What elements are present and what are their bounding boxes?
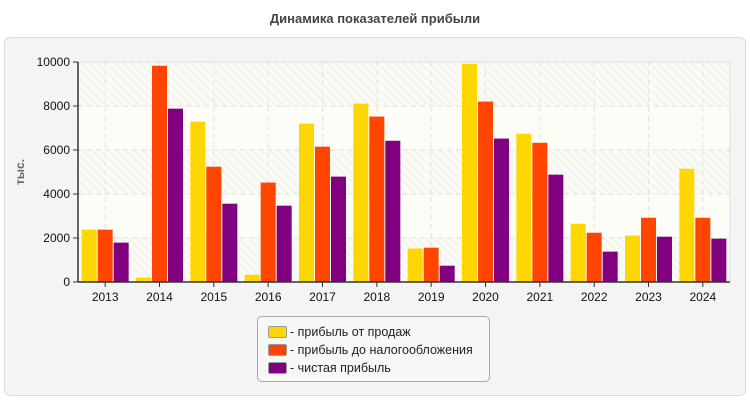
bar — [331, 176, 346, 282]
bar — [711, 238, 727, 282]
x-tick-label: 2015 — [200, 290, 227, 304]
bar — [244, 274, 260, 282]
legend-label: - прибыль до налогообложения — [290, 343, 473, 357]
grid-band — [78, 194, 730, 238]
y-tick-label: 4000 — [43, 187, 70, 201]
bar — [113, 242, 129, 282]
x-tick-label: 2021 — [526, 290, 553, 304]
legend-item: - прибыль до налогообложения — [268, 341, 489, 359]
y-tick-label: 10000 — [37, 55, 71, 69]
legend: - прибыль от продаж - прибыль до налогоо… — [257, 316, 490, 382]
grid-band — [78, 106, 730, 150]
bar — [97, 229, 113, 282]
y-tick-label: 6000 — [43, 143, 70, 157]
bar — [462, 63, 477, 283]
bar — [602, 251, 618, 282]
bar — [423, 247, 439, 282]
grid-band — [78, 238, 730, 282]
bar — [315, 146, 330, 282]
bar — [190, 121, 206, 283]
legend-swatch — [268, 326, 287, 338]
bar — [439, 265, 455, 282]
bar — [206, 166, 222, 282]
x-tick-label: 2014 — [146, 290, 173, 304]
bar — [641, 217, 656, 282]
bar — [168, 108, 183, 282]
bar — [478, 101, 493, 282]
bar — [136, 277, 151, 282]
bar — [695, 217, 711, 282]
bar — [532, 142, 548, 282]
bar — [260, 182, 276, 282]
bar — [276, 205, 292, 282]
x-tick-label: 2024 — [689, 290, 716, 304]
bar — [369, 116, 385, 282]
x-tick-label: 2016 — [255, 290, 282, 304]
bar — [407, 248, 423, 282]
x-tick-label: 2013 — [92, 290, 119, 304]
x-tick-label: 2022 — [581, 290, 608, 304]
bar — [385, 140, 401, 282]
x-tick-label: 2017 — [309, 290, 336, 304]
x-tick-label: 2020 — [472, 290, 499, 304]
bar — [152, 65, 167, 283]
legend-item: - прибыль от продаж — [268, 323, 489, 341]
grid-band — [78, 62, 730, 106]
y-tick-label: 8000 — [43, 99, 70, 113]
chart-title: Динамика показателей прибыли — [269, 11, 481, 26]
grid-band — [78, 150, 730, 194]
y-axis-label: тыс. — [13, 159, 27, 185]
bar — [548, 174, 564, 282]
x-tick-label: 2018 — [363, 290, 390, 304]
bar — [353, 103, 369, 282]
legend-swatch — [268, 362, 287, 374]
y-tick-label: 0 — [63, 275, 70, 289]
legend-item: - чистая прибыль — [268, 359, 489, 377]
legend-label: - чистая прибыль — [290, 361, 391, 375]
bar — [516, 133, 532, 282]
x-tick-label: 2019 — [418, 290, 445, 304]
bar — [657, 236, 672, 282]
legend-swatch — [268, 344, 287, 356]
bar — [679, 168, 695, 282]
bar — [81, 229, 97, 282]
bar — [299, 123, 314, 282]
bar — [570, 223, 586, 282]
y-tick-label: 2000 — [43, 231, 70, 245]
bar — [222, 203, 238, 282]
bar — [586, 232, 602, 282]
x-tick-label: 2023 — [635, 290, 662, 304]
bar — [625, 235, 640, 282]
bar — [494, 138, 509, 282]
legend-label: - прибыль от продаж — [290, 325, 411, 339]
